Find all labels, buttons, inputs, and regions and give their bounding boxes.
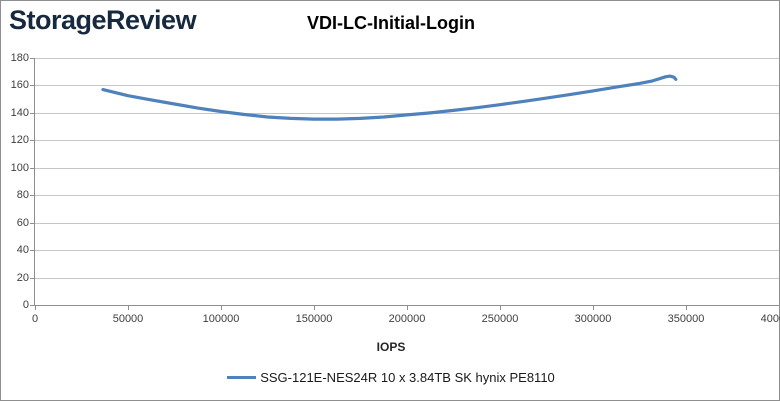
- x-axis-label-50000: 50000: [112, 313, 144, 325]
- y-tick-mark: [30, 58, 34, 59]
- storagereview-logo: StorageReview: [9, 5, 197, 35]
- x-axis-label-300000: 300000: [574, 313, 612, 325]
- y-axis-line: [34, 58, 35, 306]
- y-axis-label-160: 160: [10, 79, 29, 91]
- x-tick-mark: [221, 306, 222, 310]
- gridline-y-120: [35, 140, 779, 141]
- x-axis-line: [35, 305, 779, 306]
- x-axis-title: IOPS: [376, 340, 406, 354]
- gridline-y-60: [35, 223, 779, 224]
- x-axis-label-100000: 100000: [202, 313, 240, 325]
- gridline-y-80: [35, 195, 779, 196]
- gridline-y-160: [35, 85, 779, 86]
- x-axis-label-350000: 350000: [667, 313, 705, 325]
- series-line-chart: [101, 74, 678, 121]
- x-tick-mark: [593, 306, 594, 310]
- gridline-y-180: [35, 58, 779, 59]
- y-axis-label-100: 100: [10, 162, 29, 174]
- x-tick-mark: [407, 306, 408, 310]
- x-axis-label-250000: 250000: [481, 313, 519, 325]
- series-line: [101, 74, 678, 121]
- x-axis-label-0: 0: [31, 313, 39, 325]
- x-tick-mark: [314, 306, 315, 310]
- gridline-y-20: [35, 278, 779, 279]
- y-axis-label-80: 80: [16, 189, 29, 201]
- y-tick-mark: [30, 250, 34, 251]
- y-tick-mark: [30, 223, 34, 224]
- x-tick-mark: [128, 306, 129, 310]
- y-axis-label-180: 180: [10, 52, 29, 64]
- y-axis-label-140: 140: [10, 107, 29, 119]
- legend: SSG-121E-NES24R 10 x 3.84TB SK hynix PE8…: [1, 370, 780, 385]
- gridline-y-40: [35, 250, 779, 251]
- y-tick-mark: [30, 278, 34, 279]
- y-axis-label-120: 120: [10, 134, 29, 146]
- y-axis-label-20: 20: [16, 272, 29, 284]
- y-axis-label-0: 0: [22, 299, 29, 311]
- x-tick-mark: [35, 306, 36, 310]
- chart-title: VDI-LC-Initial-Login: [307, 13, 475, 33]
- y-tick-mark: [30, 168, 34, 169]
- y-axis-label-40: 40: [16, 244, 29, 256]
- gridline-y-100: [35, 168, 779, 169]
- y-tick-mark: [30, 140, 34, 141]
- x-tick-mark: [500, 306, 501, 310]
- y-tick-mark: [30, 85, 34, 86]
- x-tick-mark: [686, 306, 687, 310]
- x-axis-label-400000: 400000: [760, 313, 780, 325]
- legend-label: SSG-121E-NES24R 10 x 3.84TB SK hynix PE8…: [260, 370, 555, 385]
- y-axis-label-60: 60: [16, 217, 29, 229]
- x-axis-label-150000: 150000: [295, 313, 333, 325]
- y-tick-mark: [30, 305, 34, 306]
- y-tick-mark: [30, 195, 34, 196]
- x-axis-label-200000: 200000: [388, 313, 426, 325]
- legend-line-marker: [227, 376, 257, 379]
- y-tick-mark: [30, 113, 34, 114]
